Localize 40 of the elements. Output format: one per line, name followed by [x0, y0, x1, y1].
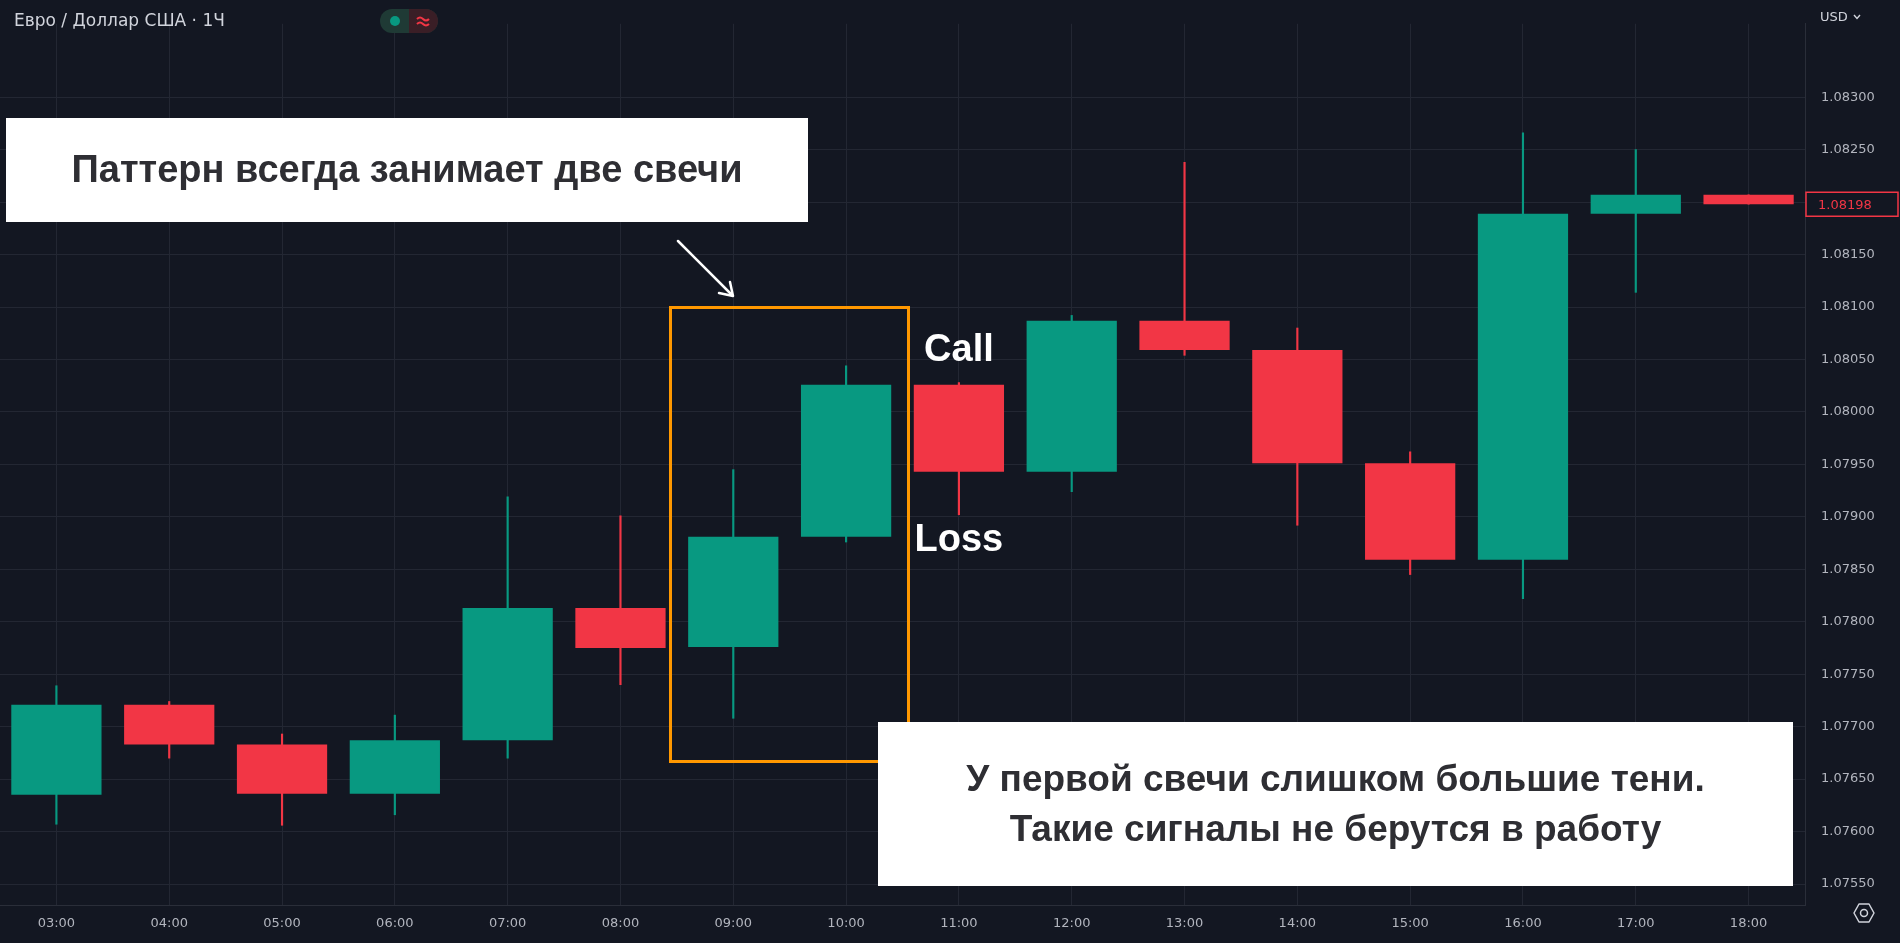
annotation: Loss	[914, 517, 1004, 560]
x-tick-label: 04:00	[150, 915, 188, 931]
x-tick-label: 05:00	[263, 915, 301, 931]
x-tick-label: 12:00	[1052, 915, 1091, 931]
y-tick-label: 1.08250	[1821, 141, 1875, 157]
annotation: Call	[924, 327, 994, 370]
y-tick-label: 1.07600	[1821, 822, 1875, 838]
annotation: Паттерн всегда занимает две свечи	[71, 147, 743, 193]
x-tick-label: 06:00	[376, 915, 414, 931]
x-tick-label: 13:00	[1165, 915, 1204, 931]
y-tick-label: 1.07850	[1821, 560, 1875, 576]
chart-title: Евро / Доллар США · 1Ч	[14, 10, 225, 30]
x-tick-label: 09:00	[714, 915, 753, 931]
y-tick-label: 1.08000	[1821, 403, 1875, 419]
y-tick-label: 1.07750	[1821, 665, 1875, 681]
y-tick-label: 1.08050	[1821, 350, 1875, 366]
y-tick-label: 1.07700	[1821, 718, 1875, 734]
x-tick-label: 17:00	[1617, 915, 1655, 931]
x-tick-label: 16:00	[1504, 915, 1542, 931]
y-tick-label: 1.07900	[1821, 508, 1875, 524]
y-tick-label: 1.07800	[1821, 613, 1875, 629]
y-tick-label: 1.08100	[1821, 298, 1875, 314]
annotation: У первой свечи слишком большие тени. Такие сигналы не берутся в работу	[966, 757, 1705, 851]
y-tick-label: 1.08150	[1821, 245, 1875, 261]
y-tick-label: 1.08300	[1821, 88, 1875, 104]
y-axis-title: USD	[1820, 9, 1848, 24]
x-tick-label: 14:00	[1278, 915, 1317, 931]
x-tick-label: 08:00	[601, 915, 640, 931]
x-tick-label: 10:00	[827, 915, 865, 931]
x-tick-label: 07:00	[488, 915, 527, 931]
candlestick	[1139, 161, 1230, 356]
candlestick	[575, 515, 666, 686]
text: 1.08198	[1818, 196, 1872, 212]
y-tick-label: 1.07950	[1821, 455, 1875, 471]
y-tick-label: 1.07650	[1821, 770, 1875, 786]
y-tick-label: 1.07550	[1821, 875, 1875, 891]
x-tick-label: 15:00	[1391, 915, 1429, 931]
x-tick-label: 11:00	[940, 915, 978, 931]
x-tick-label: 03:00	[37, 915, 76, 931]
x-tick-label: 18:00	[1729, 915, 1768, 931]
